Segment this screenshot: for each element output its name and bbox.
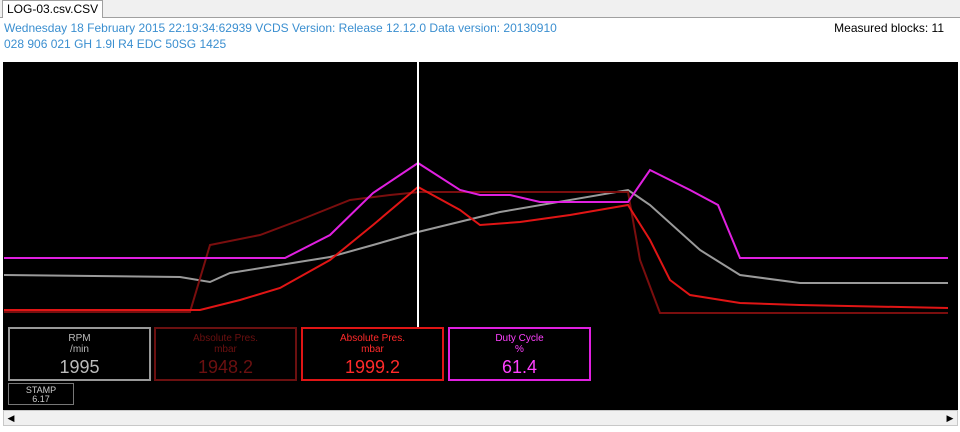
gauge: Duty Cycle % 61.4 — [448, 327, 591, 381]
header-line: Wednesday 18 February 2015 22:19:34:6293… — [4, 21, 557, 35]
measured-blocks: Measured blocks: 11 — [834, 21, 944, 35]
gauge: RPM /min 1995 — [8, 327, 151, 381]
scroll-left[interactable]: ◀ — [7, 413, 15, 423]
trace-dark-red — [4, 191, 948, 314]
gauge-value: 1995 — [59, 357, 100, 377]
gauge: Absolute Pres. mbar 1948.2 — [154, 327, 297, 381]
gauge-value: 61.4 — [501, 357, 538, 377]
gauge-unit: /min — [70, 344, 89, 355]
gauge-value: 1999.2 — [344, 357, 401, 377]
gauge-unit: mbar — [214, 344, 237, 355]
gauge: Absolute Pres. mbar 1999.2 — [301, 327, 444, 381]
gauge-unit: % — [515, 344, 524, 355]
traces — [3, 62, 949, 327]
tab-bar: LOG-03.csv.CSV — [0, 0, 960, 18]
file-tab[interactable]: LOG-03.csv.CSV — [2, 0, 104, 18]
gauge-unit: mbar — [361, 344, 384, 355]
gauge-value: 1948.2 — [197, 357, 254, 377]
scroll-right[interactable]: ▶ — [946, 413, 954, 423]
trace-red — [4, 185, 949, 311]
scrollbar[interactable]: ◀ ▶ — [3, 410, 958, 426]
stamp-box: STAMP 6.17 — [8, 383, 74, 405]
gauge-label: Duty Cycle — [495, 333, 544, 344]
trace-magenta — [4, 161, 948, 259]
header-line: 028 906 021 GH 1.9l R4 EDC 50SG 1425 — [4, 37, 227, 51]
trace-gray — [3, 188, 948, 284]
gauge-label: RPM — [68, 333, 91, 344]
gauge-label: Absolute Pres. — [192, 333, 259, 344]
stamp-label: STAMP — [25, 385, 57, 395]
stamp-value: 6.17 — [32, 394, 50, 404]
gauge-label: Absolute Pres. — [339, 333, 406, 344]
